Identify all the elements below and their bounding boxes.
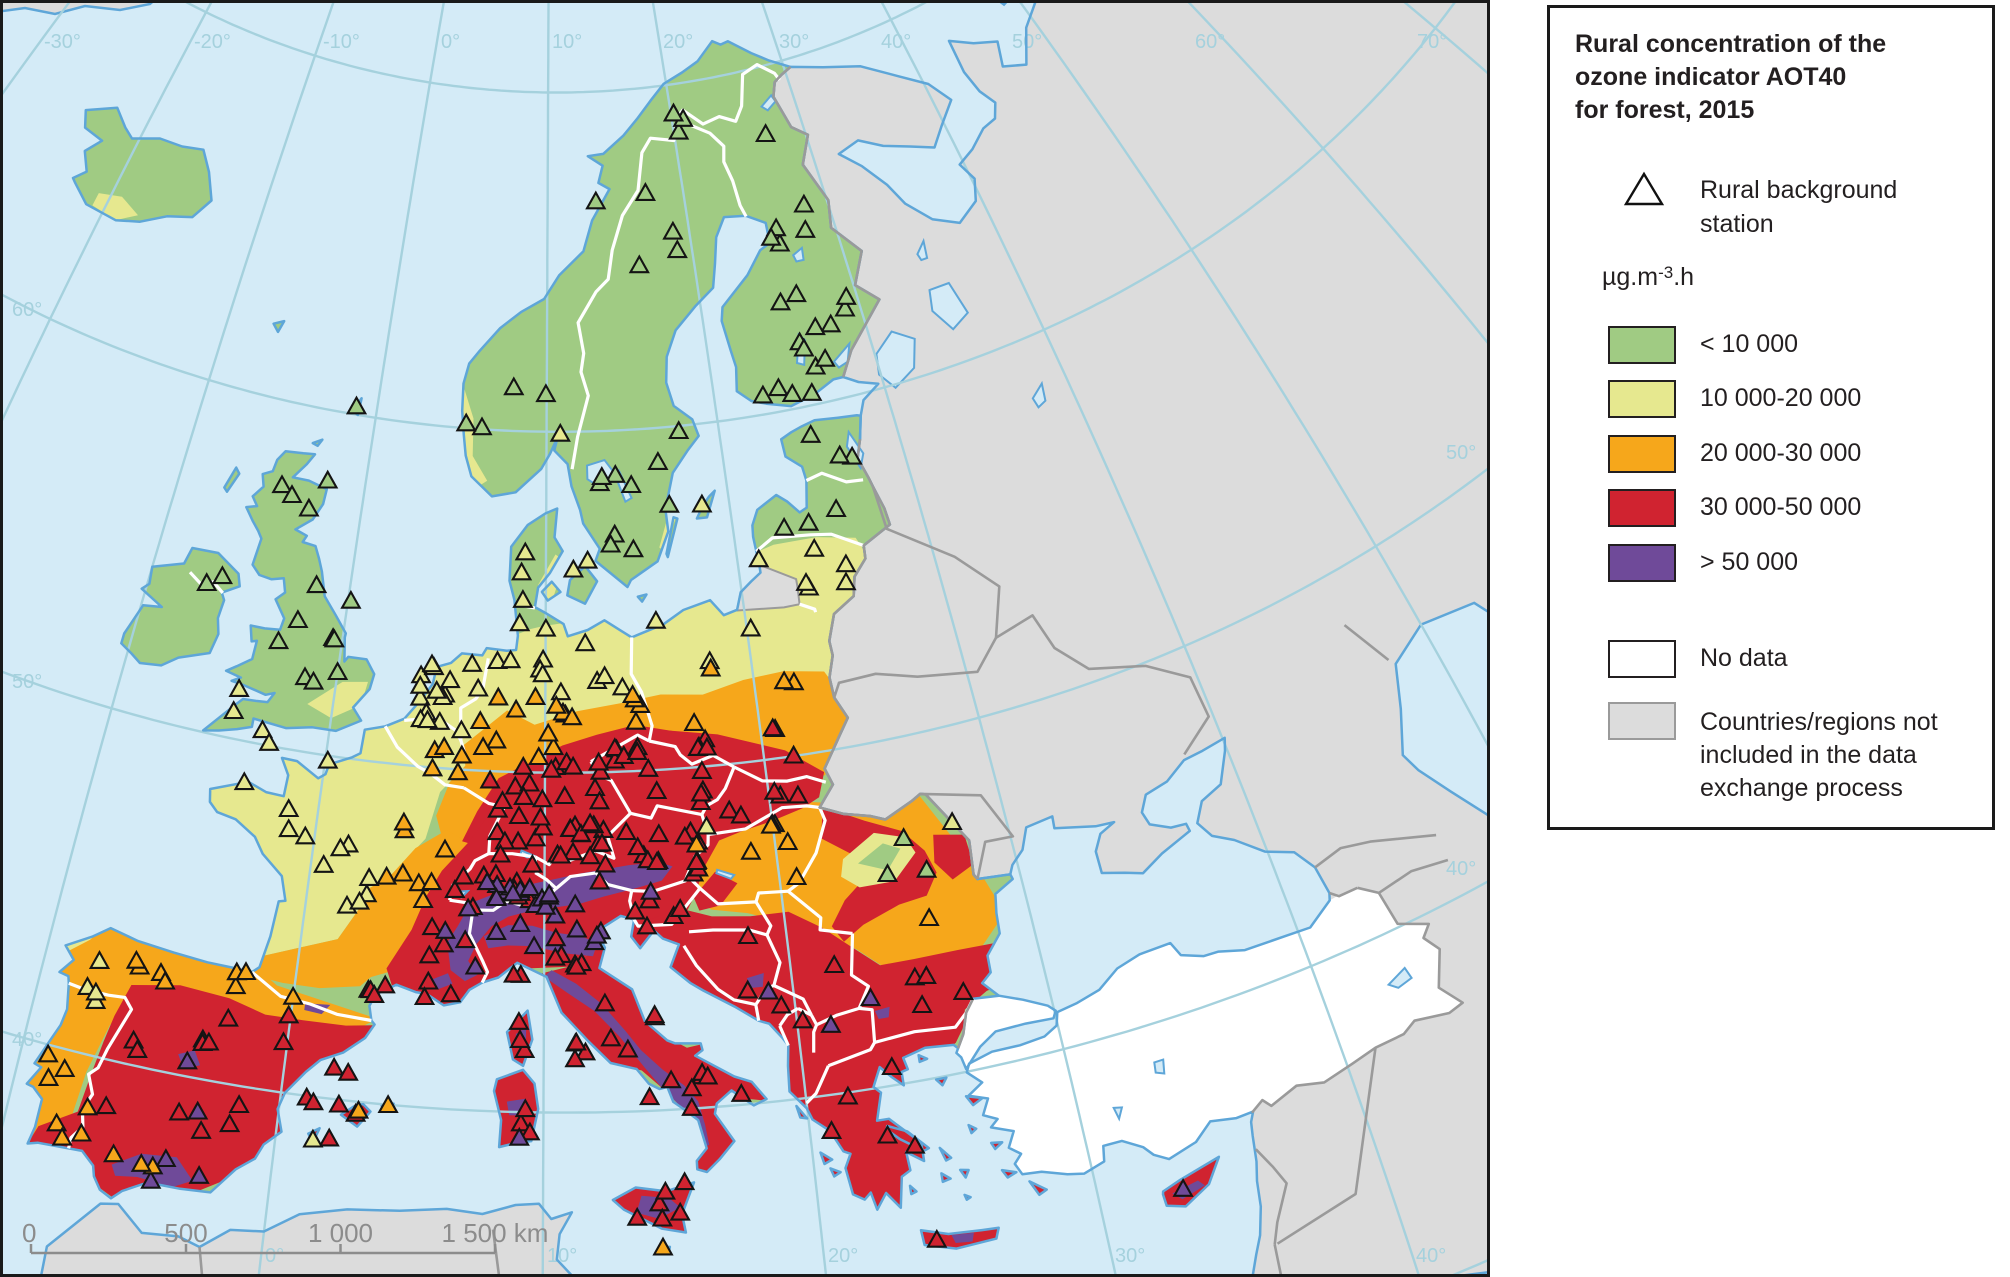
svg-text:50°: 50° — [1446, 442, 1476, 464]
svg-text:1 500 km: 1 500 km — [442, 1218, 549, 1248]
svg-text:10°: 10° — [552, 31, 582, 53]
svg-text:40°: 40° — [1446, 858, 1476, 880]
svg-text:500: 500 — [164, 1218, 207, 1248]
svg-text:40°: 40° — [12, 1029, 42, 1051]
svg-text:0: 0 — [22, 1218, 36, 1248]
svg-text:40°: 40° — [1416, 1245, 1446, 1267]
svg-text:40°: 40° — [881, 31, 911, 53]
svg-text:60°: 60° — [1195, 31, 1225, 53]
svg-text:0°: 0° — [441, 31, 460, 53]
svg-text:-10°: -10° — [323, 31, 360, 53]
svg-text:30°: 30° — [1115, 1245, 1145, 1267]
svg-text:20°: 20° — [663, 31, 693, 53]
svg-text:-20°: -20° — [194, 31, 231, 53]
svg-text:50°: 50° — [12, 671, 42, 693]
svg-text:0°: 0° — [265, 1245, 284, 1267]
svg-text:10°: 10° — [547, 1245, 577, 1267]
svg-text:20°: 20° — [828, 1245, 858, 1267]
svg-text:1 000: 1 000 — [308, 1218, 373, 1248]
svg-text:70°: 70° — [1417, 31, 1447, 53]
svg-text:30°: 30° — [779, 31, 809, 53]
svg-text:-30°: -30° — [44, 31, 81, 53]
svg-text:60°: 60° — [12, 299, 42, 321]
